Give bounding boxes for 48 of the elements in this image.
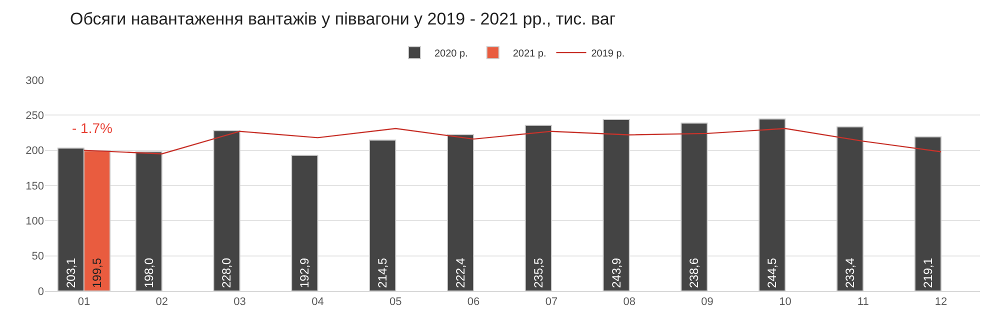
data-label: 219,1 <box>920 258 935 288</box>
legend-label: 2021 р. <box>512 48 546 60</box>
chart-title: Обсяги навантаження вантажів у піввагони у 2019 - 2021 рр., тис. ваг <box>70 10 616 29</box>
legend-label: 2019 р. <box>591 48 625 60</box>
bar <box>369 140 396 291</box>
x-tick-label: 10 <box>779 296 792 308</box>
x-tick-label: 08 <box>623 296 636 308</box>
data-label: 233,4 <box>843 258 858 288</box>
data-label: 198,0 <box>142 258 156 288</box>
annotation: - 1.7% <box>72 120 112 136</box>
x-tick-label: 01 <box>78 296 90 308</box>
bar <box>135 151 162 291</box>
bar <box>914 136 942 291</box>
bar <box>602 118 630 291</box>
bar <box>524 124 552 291</box>
y-tick-label: 150 <box>26 180 44 192</box>
bar <box>836 126 864 291</box>
x-tick-label: 06 <box>467 296 480 308</box>
y-tick-label: 250 <box>26 110 44 122</box>
x-tick-label: 11 <box>857 296 869 308</box>
y-tick-label: 300 <box>26 74 44 87</box>
data-label: 238,6 <box>687 258 702 288</box>
data-label: 235,5 <box>531 258 546 288</box>
data-label: 192,9 <box>298 258 312 288</box>
x-tick-label: 03 <box>234 296 246 308</box>
bar <box>291 154 318 291</box>
y-tick-label: 100 <box>26 216 44 228</box>
x-tick-label: 02 <box>156 296 168 308</box>
x-tick-label: 05 <box>390 296 402 308</box>
data-label: 199,5 <box>90 258 104 288</box>
data-label: 222,4 <box>453 258 468 288</box>
bar <box>213 130 240 291</box>
x-tick-label: 09 <box>701 296 714 308</box>
x-tick-label: 12 <box>934 296 948 308</box>
bar <box>680 122 708 291</box>
data-label: 228,0 <box>220 258 234 288</box>
data-label: 203,1 <box>64 258 78 288</box>
legend-label: 2020 р. <box>434 48 468 60</box>
data-label: 243,9 <box>609 258 624 288</box>
bar <box>758 118 786 291</box>
x-tick-label: 07 <box>545 296 558 308</box>
y-tick-label: 50 <box>32 250 44 263</box>
y-tick-label: 0 <box>38 286 44 298</box>
y-tick-label: 200 <box>26 145 44 158</box>
data-label: 244,5 <box>765 258 780 288</box>
data-label: 214,5 <box>376 258 390 288</box>
x-tick-label: 04 <box>312 296 324 308</box>
bar <box>446 134 474 291</box>
